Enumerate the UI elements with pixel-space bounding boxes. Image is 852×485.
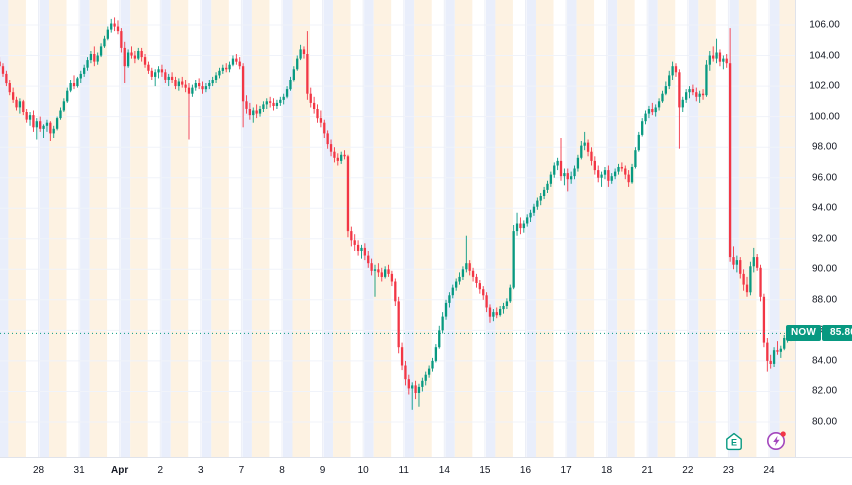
earnings-icon[interactable]: E bbox=[725, 432, 743, 451]
y-axis-label: 104.00 bbox=[809, 50, 840, 62]
price-axis[interactable]: 106.00 104.00 102.00 100.00 98.00 96.00 94.00 9… bbox=[795, 0, 852, 457]
y-axis-label: 88.00 bbox=[811, 294, 838, 306]
x-axis-label: 14 bbox=[438, 465, 450, 476]
x-axis-label: 21 bbox=[641, 465, 653, 476]
x-axis-label: 23 bbox=[722, 465, 734, 476]
time-axis[interactable]: 28 31 Apr 2 3 7 8 9 10 11 14 15 16 17 18 21 22 23 24 bbox=[0, 457, 852, 485]
now-price-value: 85.80 bbox=[822, 325, 852, 342]
x-axis-label: 7 bbox=[238, 465, 245, 476]
x-axis-label: 17 bbox=[560, 465, 572, 476]
y-axis-label: 82.00 bbox=[811, 385, 838, 397]
chart-pane[interactable] bbox=[0, 0, 795, 457]
candlestick-chart[interactable] bbox=[0, 0, 795, 457]
x-axis-label: 16 bbox=[519, 465, 532, 476]
x-axis-label: 22 bbox=[682, 465, 694, 476]
x-axis-label: 24 bbox=[763, 465, 775, 476]
x-axis-label: 28 bbox=[32, 465, 45, 476]
flash-news-icon[interactable] bbox=[765, 429, 788, 452]
x-axis-label: 31 bbox=[73, 465, 85, 476]
y-axis-label: 96.00 bbox=[811, 172, 838, 184]
x-axis-label: 8 bbox=[279, 465, 285, 476]
svg-text:E: E bbox=[731, 438, 737, 448]
now-price-label[interactable]: NOW 85.80 bbox=[786, 325, 852, 342]
y-axis-label: 92.00 bbox=[811, 233, 838, 245]
y-axis-label: 90.00 bbox=[811, 263, 838, 275]
x-axis-label: 3 bbox=[198, 465, 204, 476]
y-axis-label: 84.00 bbox=[811, 355, 838, 367]
x-axis-label: 15 bbox=[479, 465, 491, 476]
x-axis-label: Apr bbox=[111, 465, 129, 476]
y-axis-label: 100.00 bbox=[809, 111, 840, 123]
y-axis-label: 106.00 bbox=[809, 19, 840, 31]
y-axis-label: 98.00 bbox=[811, 141, 838, 153]
now-badge: NOW bbox=[786, 325, 822, 342]
x-axis-label: 18 bbox=[601, 465, 613, 476]
x-axis-label: 2 bbox=[157, 465, 164, 476]
x-axis-label: 11 bbox=[398, 465, 409, 476]
x-axis-label: 9 bbox=[319, 465, 326, 476]
y-axis-label: 102.00 bbox=[809, 80, 840, 92]
y-axis-label: 94.00 bbox=[811, 202, 838, 214]
x-axis-label: 10 bbox=[357, 465, 369, 476]
y-axis-label: 80.00 bbox=[811, 416, 838, 428]
